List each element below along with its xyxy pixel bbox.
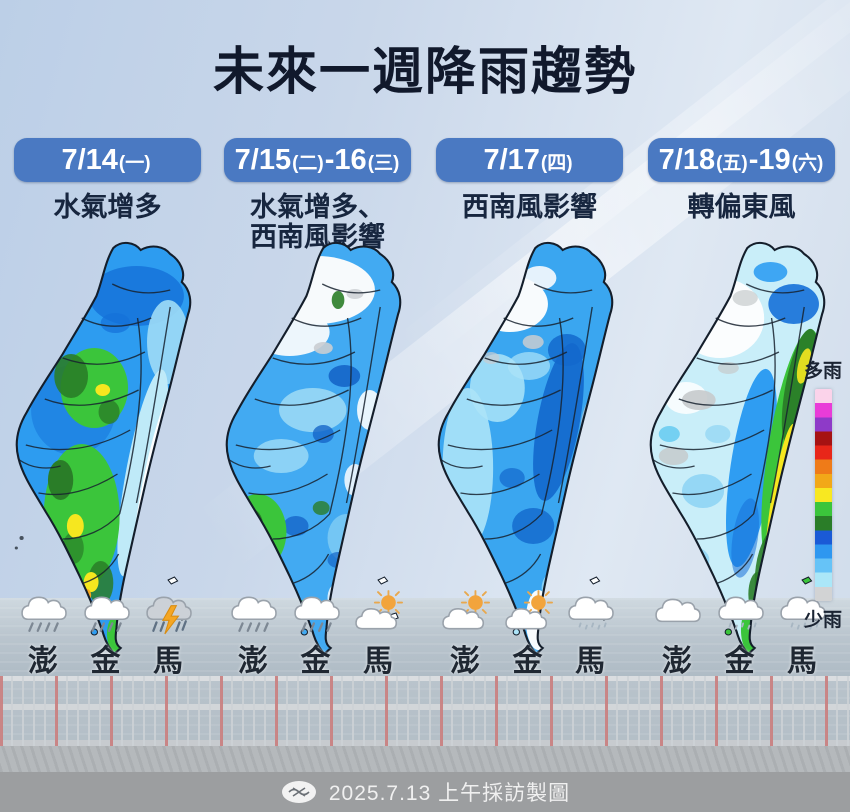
forecast-panel-714: 7/14 (一) 水氣增多: [10, 138, 205, 686]
legend-more-label: 多雨: [803, 361, 842, 382]
offshore-islands-row: 澎 金 馬: [14, 590, 197, 680]
rain-icon: [78, 590, 134, 636]
forecast-panel-715-716: 7/15 (二) -16 (三) 水氣增多、 西南風影響: [220, 138, 415, 686]
weekday-text-2: (六): [791, 153, 824, 174]
date-pill: 7/18 (五) -19 (六): [648, 138, 835, 182]
thunderstorm-icon: [140, 590, 196, 636]
offshore-islands-row: 澎 金 馬: [224, 590, 407, 680]
sun-behind-cloud-icon: [437, 590, 493, 636]
island-forecast: 馬: [139, 590, 197, 680]
weekday-text: (一): [118, 153, 151, 174]
island-label: 澎: [662, 645, 692, 678]
island-label: 澎: [238, 645, 268, 678]
island-forecast: 金: [77, 590, 135, 680]
date-pill: 7/15 (二) -16 (三): [224, 138, 411, 182]
weekday-text-2: (三): [367, 153, 400, 174]
island-label: 金: [90, 645, 121, 678]
legend-less-label: 少雨: [803, 610, 842, 631]
offshore-islands-row: 澎 金 馬: [648, 590, 831, 680]
rain-icon: [288, 590, 344, 636]
tv-station-logo: [281, 781, 316, 803]
subtitle-line: 轉偏東風: [687, 192, 796, 222]
date-text: 7/14: [61, 143, 118, 176]
island-label: 澎: [450, 645, 480, 678]
drizzle-icon: [774, 590, 830, 636]
date-pill: 7/14 (一): [14, 138, 201, 182]
date-text: 7/18: [658, 143, 716, 176]
subtitle-line: 水氣增多、: [250, 192, 385, 222]
sun-behind-cloud-icon: [350, 590, 406, 636]
date-text: 7/17: [483, 143, 540, 176]
island-label: 馬: [153, 645, 183, 678]
drizzle-icon: [712, 590, 768, 636]
island-label: 金: [512, 645, 543, 678]
taiwan-rain-map-714: [14, 241, 192, 656]
subtitle-line: 水氣增多: [53, 192, 162, 222]
island-forecast: 澎: [648, 590, 706, 680]
walkway: [0, 746, 850, 772]
cloudy-icon: [649, 590, 705, 636]
island-forecast: 馬: [349, 590, 407, 680]
weekday-text: (五): [716, 153, 748, 174]
rain-icon: [15, 590, 71, 636]
island-forecast: 澎: [14, 590, 72, 680]
railing: [0, 676, 850, 746]
date-text: 7/15: [234, 143, 292, 176]
island-label: 澎: [28, 645, 58, 678]
date-text-2: -16: [324, 143, 367, 176]
island-label: 馬: [575, 645, 605, 678]
island-label: 金: [300, 645, 331, 678]
rain-legend: 多雨 少雨: [800, 356, 846, 632]
panel-subtitle: 水氣增多: [10, 182, 205, 250]
island-forecast: 金: [499, 590, 557, 680]
offshore-islands-row: 澎 金: [436, 590, 619, 680]
weekday-text: (四): [540, 153, 573, 174]
rain-icon: [225, 590, 281, 636]
island-forecast: 澎: [436, 590, 494, 680]
weekday-text: (二): [292, 153, 324, 174]
sun-behind-cloud-icon: [500, 590, 556, 636]
island-forecast: 馬: [561, 590, 619, 680]
island-forecast: 金: [287, 590, 345, 680]
island-forecast: 澎: [224, 590, 282, 680]
page-title: 未來一週降雨趨勢: [212, 43, 637, 100]
island-forecast: 金: [711, 590, 769, 680]
footer-caption: 2025.7.13 上午採訪製圖: [328, 782, 571, 805]
drizzle-icon: [562, 590, 618, 636]
island-label: 馬: [787, 645, 817, 678]
date-text-2: -19: [748, 143, 791, 176]
footer-bar: 2025.7.13 上午採訪製圖: [0, 772, 850, 812]
island-forecast: 馬: [773, 590, 831, 680]
date-pill: 7/17 (四): [436, 138, 623, 182]
forecast-panel-717: 7/17 (四) 西南風影響: [432, 138, 627, 686]
island-label: 馬: [363, 645, 393, 678]
subtitle-line: 西南風影響: [462, 192, 597, 222]
island-label: 金: [724, 645, 755, 678]
legend-bar: [814, 389, 832, 601]
